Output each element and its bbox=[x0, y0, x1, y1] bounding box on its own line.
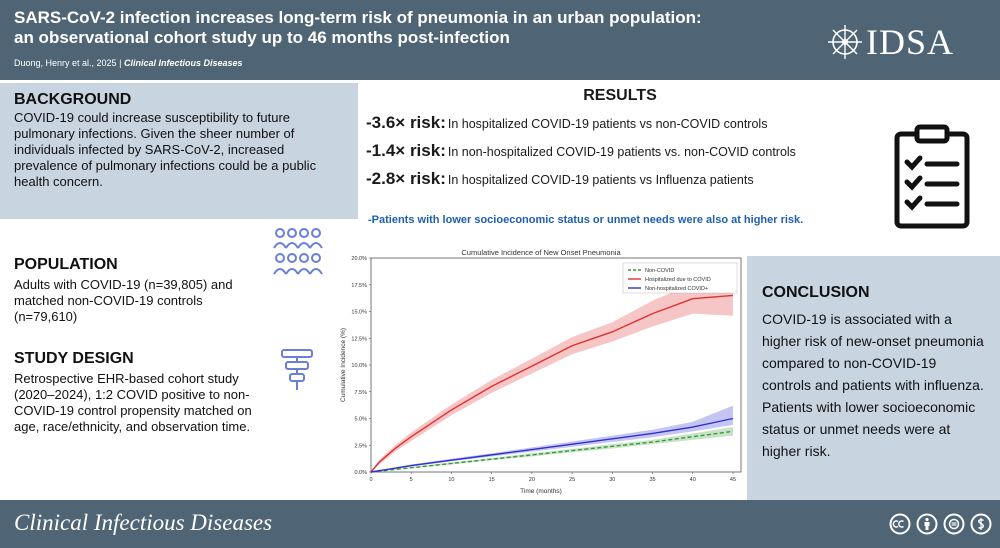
incidence-chart: Cumulative Incidence of New Onset Pneumo… bbox=[335, 243, 747, 501]
conclusion-text: COVID-19 is associated with a higher ris… bbox=[762, 311, 984, 459]
result-desc: In non-hospitalized COVID-19 patients vs… bbox=[447, 145, 796, 159]
x-tick-label: 20 bbox=[529, 477, 535, 483]
x-tick-label: 15 bbox=[489, 477, 495, 483]
chart-legend: Non-COVID Hospitalized due to COVID Non-ho… bbox=[622, 262, 738, 294]
y-tick-label: 15.0% bbox=[351, 310, 367, 316]
citation: Duong, Henry et al., 2025 | Clinical Inf… bbox=[14, 57, 243, 69]
conclusion-section: CONCLUSION COVID-19 is associated with a… bbox=[747, 256, 1000, 500]
header-banner: SARS-CoV-2 infection increases long-term… bbox=[0, 0, 1000, 80]
idsa-logo-text: IDSA bbox=[866, 22, 955, 62]
y-tick-label: 10.0% bbox=[351, 363, 367, 369]
x-tick-label: 45 bbox=[730, 477, 736, 483]
legend-box bbox=[622, 262, 738, 294]
license-icons bbox=[889, 513, 997, 535]
result-desc: In hospitalized COVID-19 patients vs non… bbox=[447, 117, 768, 131]
x-tick-label: 25 bbox=[569, 477, 575, 483]
people-group-icon bbox=[273, 228, 323, 275]
flowchart-icon bbox=[281, 349, 313, 390]
legend-label: Non-COVID bbox=[645, 268, 674, 274]
x-tick-label: 10 bbox=[448, 477, 454, 483]
y-tick-label: 7.5% bbox=[354, 390, 367, 396]
x-tick-label: 5 bbox=[410, 477, 413, 483]
x-tick-label: 40 bbox=[690, 477, 696, 483]
series-line bbox=[370, 430, 734, 473]
x-tick-label: 35 bbox=[649, 477, 655, 483]
result-row: -3.6× risk: In hospitalized COVID-19 pati… bbox=[366, 113, 767, 135]
chart-svg: Cumulative Incidence of New Onset Pneumo… bbox=[340, 248, 742, 495]
result-risk: -1.4× risk: bbox=[366, 141, 446, 160]
population-text: Adults with COVID-19 (n=39,805) and matc… bbox=[14, 277, 233, 324]
series-ci-band bbox=[371, 275, 733, 472]
population-section: POPULATION Adults with COVID-19 (n=39,80… bbox=[14, 256, 344, 325]
y-axis-label: Cumulative Incidence (%) bbox=[340, 328, 347, 402]
clipboard-checklist-icon bbox=[894, 124, 970, 229]
study-design-text: Retrospective EHR-based cohort study (20… bbox=[14, 371, 252, 434]
y-axis: 0.0% 2.5% 5.0% 7.5% 10.0% 12.5% 15.0% 17.5% 20.0… bbox=[351, 256, 371, 476]
chart-plot-area bbox=[370, 257, 742, 473]
chart-series bbox=[370, 275, 734, 473]
x-tick-label: 30 bbox=[609, 477, 615, 483]
y-tick-label: 0.0% bbox=[354, 470, 367, 476]
no-derivatives-icon bbox=[943, 513, 965, 535]
background-heading: BACKGROUND bbox=[14, 91, 132, 108]
series-line bbox=[370, 294, 734, 473]
result-row: -1.4× risk: In non-hospitalized COVID-19 … bbox=[366, 141, 796, 163]
results-heading: RESULTS bbox=[583, 87, 657, 104]
non-commercial-icon bbox=[970, 513, 992, 535]
title-line-2: an observational cohort study up to 46 m… bbox=[14, 28, 510, 47]
legend-label: Hospitalized due to COVID bbox=[645, 277, 711, 283]
y-tick-label: 20.0% bbox=[351, 256, 367, 262]
legend-label: Non-hospitalized COVID+ bbox=[645, 286, 708, 292]
citation-journal: Clinical Infectious Diseases bbox=[123, 58, 243, 68]
series-line bbox=[370, 417, 734, 473]
result-desc: In hospitalized COVID-19 patients vs Inf… bbox=[447, 173, 754, 187]
title-line-1: SARS-CoV-2 infection increases long-term… bbox=[14, 8, 702, 27]
idsa-logo: IDSA bbox=[828, 22, 954, 62]
creative-commons-icon bbox=[889, 513, 911, 535]
study-design-heading: STUDY DESIGN bbox=[14, 350, 134, 367]
population-heading: POPULATION bbox=[14, 256, 118, 273]
compass-star-icon bbox=[828, 25, 862, 59]
result-risk: -3.6× risk: bbox=[366, 113, 446, 132]
attribution-icon bbox=[916, 513, 938, 535]
results-note: -Patients with lower socioeconomic statu… bbox=[368, 214, 804, 226]
chart-title: Cumulative Incidence of New Onset Pneumo… bbox=[461, 248, 621, 257]
x-tick-label: 0 bbox=[369, 477, 372, 483]
y-tick-label: 17.5% bbox=[351, 283, 367, 289]
result-risk: -2.8× risk: bbox=[366, 169, 446, 188]
y-tick-label: 2.5% bbox=[354, 443, 367, 449]
y-tick-label: 12.5% bbox=[351, 336, 367, 342]
y-tick-label: 5.0% bbox=[354, 417, 367, 423]
background-text: COVID-19 could increase susceptibility t… bbox=[14, 110, 317, 189]
citation-separator: | bbox=[119, 58, 122, 68]
x-axis: 0 5 10 15 20 25 30 35 40 45 bbox=[369, 472, 736, 483]
result-row: -2.8× risk: In hospitalized COVID-19 pati… bbox=[366, 169, 754, 191]
citation-authors: Duong, Henry et al., 2025 bbox=[14, 58, 117, 68]
conclusion-heading: CONCLUSION bbox=[762, 284, 870, 301]
background-section: BACKGROUND COVID-19 could increase susce… bbox=[0, 83, 358, 219]
footer-banner: Clinical Infectious Diseases bbox=[0, 500, 1000, 548]
footer-journal-name: Clinical Infectious Diseases bbox=[14, 510, 273, 535]
series-ci-band bbox=[371, 405, 733, 472]
x-axis-label: Time (months) bbox=[520, 488, 562, 495]
page-title: SARS-CoV-2 infection increases long-term… bbox=[14, 8, 714, 48]
study-design-section: STUDY DESIGN Retrospective EHR-based coh… bbox=[14, 350, 344, 435]
